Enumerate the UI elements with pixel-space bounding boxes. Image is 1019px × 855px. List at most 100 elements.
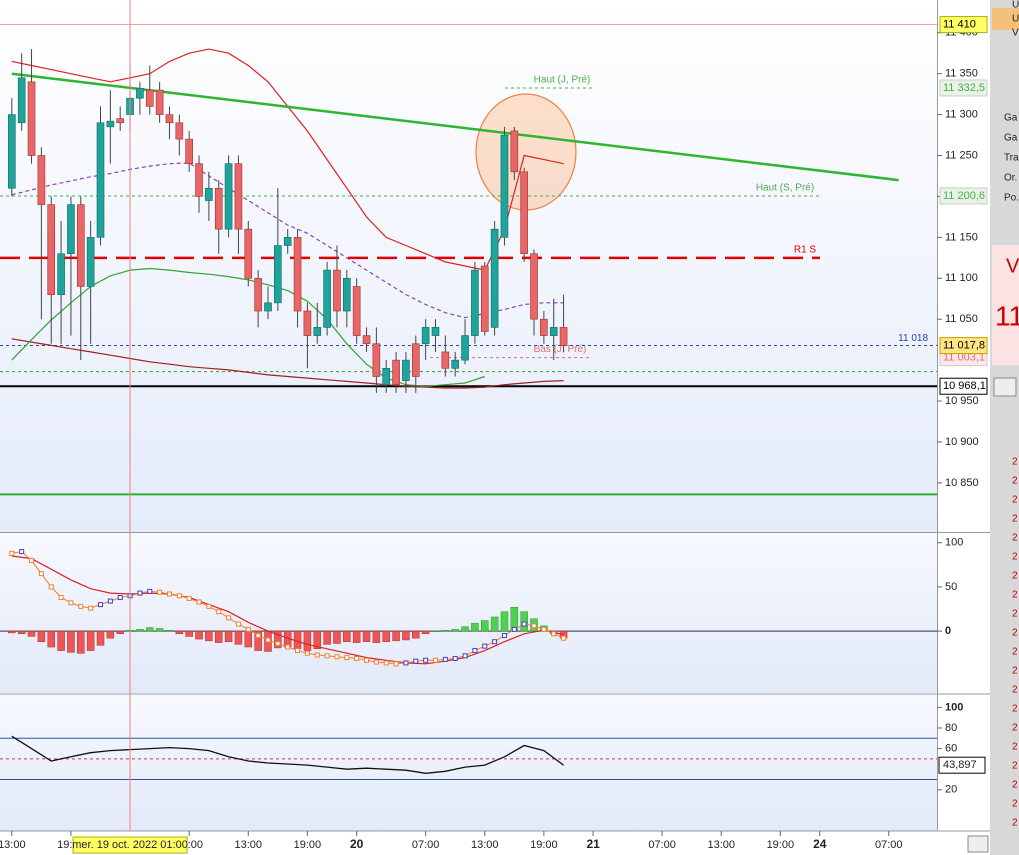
side-label: Po. bbox=[1004, 193, 1019, 204]
price-box-label: 11 332,5 bbox=[943, 82, 985, 94]
price-box-label: 11 003,1 bbox=[943, 351, 985, 363]
signal-marker bbox=[285, 644, 291, 650]
candle-body bbox=[323, 269, 331, 328]
side-top: U bbox=[1012, 0, 1019, 11]
oscillator-line bbox=[11, 555, 564, 665]
candle-body bbox=[540, 318, 548, 336]
histogram-bar bbox=[195, 630, 203, 640]
side-column: 2 bbox=[1012, 685, 1018, 696]
candle-body bbox=[96, 122, 105, 238]
histogram-bar bbox=[175, 630, 184, 635]
candle-body bbox=[343, 277, 351, 312]
candle-body bbox=[520, 171, 528, 255]
signal-marker bbox=[324, 653, 330, 659]
candle-body bbox=[145, 89, 154, 107]
histogram-bar bbox=[136, 629, 144, 632]
y-tick-label: 80 bbox=[945, 722, 957, 734]
crosshair-x-label: mer. 19 oct. 2022 01:00 bbox=[72, 839, 188, 851]
price-box bbox=[939, 337, 988, 355]
y-tick-label: 11 050 bbox=[945, 313, 978, 325]
signal-marker bbox=[383, 660, 389, 666]
side-tab bbox=[992, 8, 1019, 30]
histogram-bar bbox=[451, 629, 459, 632]
histogram-bar bbox=[185, 630, 193, 637]
signal-marker bbox=[511, 626, 517, 632]
signal-marker bbox=[97, 602, 103, 608]
candle-body bbox=[500, 134, 509, 238]
side-big: V bbox=[1006, 255, 1019, 277]
histogram-bar bbox=[461, 626, 469, 632]
price-box-label: 11 017,8 bbox=[943, 339, 985, 351]
side-icon[interactable] bbox=[993, 377, 1017, 397]
x-tick-label: 13:00 bbox=[707, 839, 735, 851]
signal-marker bbox=[393, 661, 399, 667]
level-label: Haut (J, Pré) bbox=[534, 75, 591, 86]
signal-marker bbox=[344, 655, 350, 661]
candle-body bbox=[510, 130, 519, 173]
signal-marker bbox=[9, 550, 15, 556]
signal-marker bbox=[354, 656, 360, 662]
histogram-bar bbox=[146, 627, 154, 632]
price-box-label: 10 968,1 bbox=[943, 380, 986, 392]
histogram-bar bbox=[382, 630, 390, 642]
signal-marker bbox=[541, 626, 547, 632]
signal-marker bbox=[196, 599, 202, 605]
histogram-bar bbox=[352, 630, 361, 643]
candle-body bbox=[471, 269, 479, 336]
signal-marker bbox=[19, 549, 25, 555]
y-tick-label: 60 bbox=[945, 742, 957, 754]
signal-marker bbox=[472, 648, 478, 654]
signal-marker bbox=[452, 656, 458, 662]
histogram-bar bbox=[421, 630, 430, 635]
x-tick-label: 13:00 bbox=[471, 839, 499, 851]
histogram-bar bbox=[392, 630, 400, 642]
side-panel bbox=[990, 0, 1019, 855]
signal-marker bbox=[265, 637, 271, 643]
x-tick-label: 19:00 bbox=[767, 839, 795, 851]
candle-body bbox=[175, 122, 184, 140]
candle-body bbox=[421, 327, 430, 345]
side-top: V bbox=[1012, 28, 1019, 39]
signal-marker bbox=[295, 648, 301, 654]
side-column: 2 bbox=[1012, 761, 1018, 772]
histogram-bar bbox=[205, 630, 213, 642]
rsi-pane bbox=[0, 695, 937, 831]
value-label: 43,897 bbox=[943, 759, 977, 771]
y-tick-label: 11 250 bbox=[945, 149, 978, 161]
histogram-bar bbox=[77, 630, 85, 654]
side-quote-box bbox=[992, 245, 1019, 365]
signal-marker bbox=[304, 650, 310, 656]
price-box bbox=[939, 377, 988, 395]
side-label: Or. bbox=[1004, 173, 1017, 184]
side-column: 2 bbox=[1012, 571, 1018, 582]
side-column: 2 bbox=[1012, 818, 1018, 829]
signal-marker bbox=[157, 589, 163, 595]
side-column: 2 bbox=[1012, 533, 1018, 544]
price-box bbox=[939, 187, 988, 205]
candle-body bbox=[116, 118, 125, 124]
histogram-bar bbox=[17, 630, 26, 635]
corner-icon[interactable] bbox=[967, 835, 989, 853]
histogram-bar bbox=[224, 630, 233, 642]
side-label: Ga bbox=[1004, 113, 1018, 124]
signal-marker bbox=[216, 609, 222, 615]
side-column: 2 bbox=[1012, 704, 1018, 715]
signal-marker bbox=[166, 591, 172, 597]
histogram-bar bbox=[27, 630, 36, 637]
candle-body bbox=[362, 335, 371, 345]
x-tick-label: 19:00 bbox=[294, 839, 322, 851]
signal-marker bbox=[531, 623, 537, 629]
candle-body bbox=[205, 187, 213, 201]
side-column: 2 bbox=[1012, 495, 1018, 506]
y-tick-label: 10 950 bbox=[945, 395, 979, 407]
rsi-line bbox=[11, 735, 564, 774]
histogram-bar bbox=[274, 630, 282, 649]
signal-marker bbox=[38, 571, 44, 577]
side-column: 2 bbox=[1012, 609, 1018, 620]
signal-marker bbox=[423, 657, 429, 663]
signal-marker bbox=[275, 640, 281, 646]
histogram-bar bbox=[343, 630, 351, 642]
value-box bbox=[938, 756, 986, 774]
x-tick-label: 07:00 bbox=[648, 839, 676, 851]
